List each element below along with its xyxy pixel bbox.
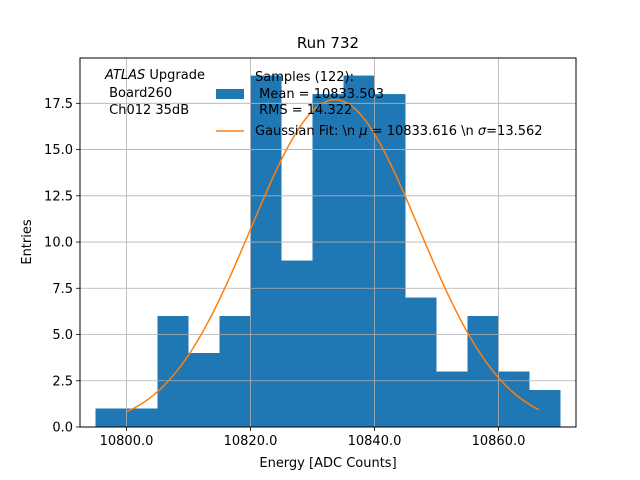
histogram-bar [219, 316, 251, 427]
x-axis-label: Energy [ADC Counts] [259, 456, 396, 471]
x-tick-label: 10840.0 [348, 434, 402, 449]
annotation-upgrade-word: Upgrade [145, 68, 205, 83]
histogram-bar [374, 94, 406, 427]
y-tick-label: 15.0 [44, 143, 73, 158]
annotation-line-2: Board260 [105, 86, 172, 101]
y-tick-label: 10.0 [44, 236, 73, 251]
histogram-bar [281, 260, 313, 427]
annotation-line-3: Ch012 35dB [105, 103, 189, 118]
fit-curve-group [126, 98, 540, 413]
legend-samples-line-2: Mean = 10833.503 [255, 87, 384, 102]
x-tick-label: 10860.0 [472, 434, 526, 449]
histogram-bar [529, 390, 561, 427]
histogram-bar [188, 353, 220, 427]
y-axis-label: Entries [20, 219, 35, 265]
y-axis-ticks: 0.0 2.5 5.0 7.5 10.0 12.5 15.0 17.5 [44, 97, 80, 436]
legend-fit-label: Gaussian Fit: \n μ = 10833.616 \n σ=13.5… [255, 124, 543, 139]
y-tick-label: 5.0 [52, 328, 73, 343]
chart-title: Run 732 [297, 34, 359, 52]
plot-frame [79, 57, 577, 428]
histogram-bar [312, 94, 344, 427]
histogram-bar [405, 297, 437, 427]
atlas-annotation: ATLAS Upgrade Board260 Ch012 35dB [104, 68, 205, 118]
annotation-atlas-word: ATLAS [104, 68, 145, 83]
x-tick-label: 10820.0 [224, 434, 278, 449]
histogram-bar [343, 75, 375, 428]
gaussian-fit-curve [126, 98, 540, 413]
annotation-line-1: ATLAS Upgrade [104, 68, 205, 83]
histogram-bar [157, 316, 189, 427]
y-tick-label: 7.5 [52, 282, 73, 297]
y-tick-label: 17.5 [44, 97, 73, 112]
y-tick-label: 0.0 [52, 421, 73, 436]
legend-samples-swatch [216, 89, 244, 99]
legend: Samples (122): Mean = 10833.503 RMS = 14… [216, 70, 543, 139]
x-tick-label: 10800.0 [100, 434, 154, 449]
legend-samples-line-3: RMS = 14.322 [255, 103, 352, 118]
histogram-bar [250, 75, 282, 428]
histogram-bar [436, 371, 468, 427]
x-axis-ticks: 10800.0 10820.0 10840.0 10860.0 [100, 427, 526, 449]
legend-samples-line-1: Samples (122): [255, 70, 354, 85]
histogram-bar [126, 408, 158, 427]
y-tick-label: 2.5 [52, 374, 73, 389]
histogram-bar [498, 371, 530, 427]
y-tick-label: 12.5 [44, 189, 73, 204]
histogram-bar [95, 408, 127, 427]
